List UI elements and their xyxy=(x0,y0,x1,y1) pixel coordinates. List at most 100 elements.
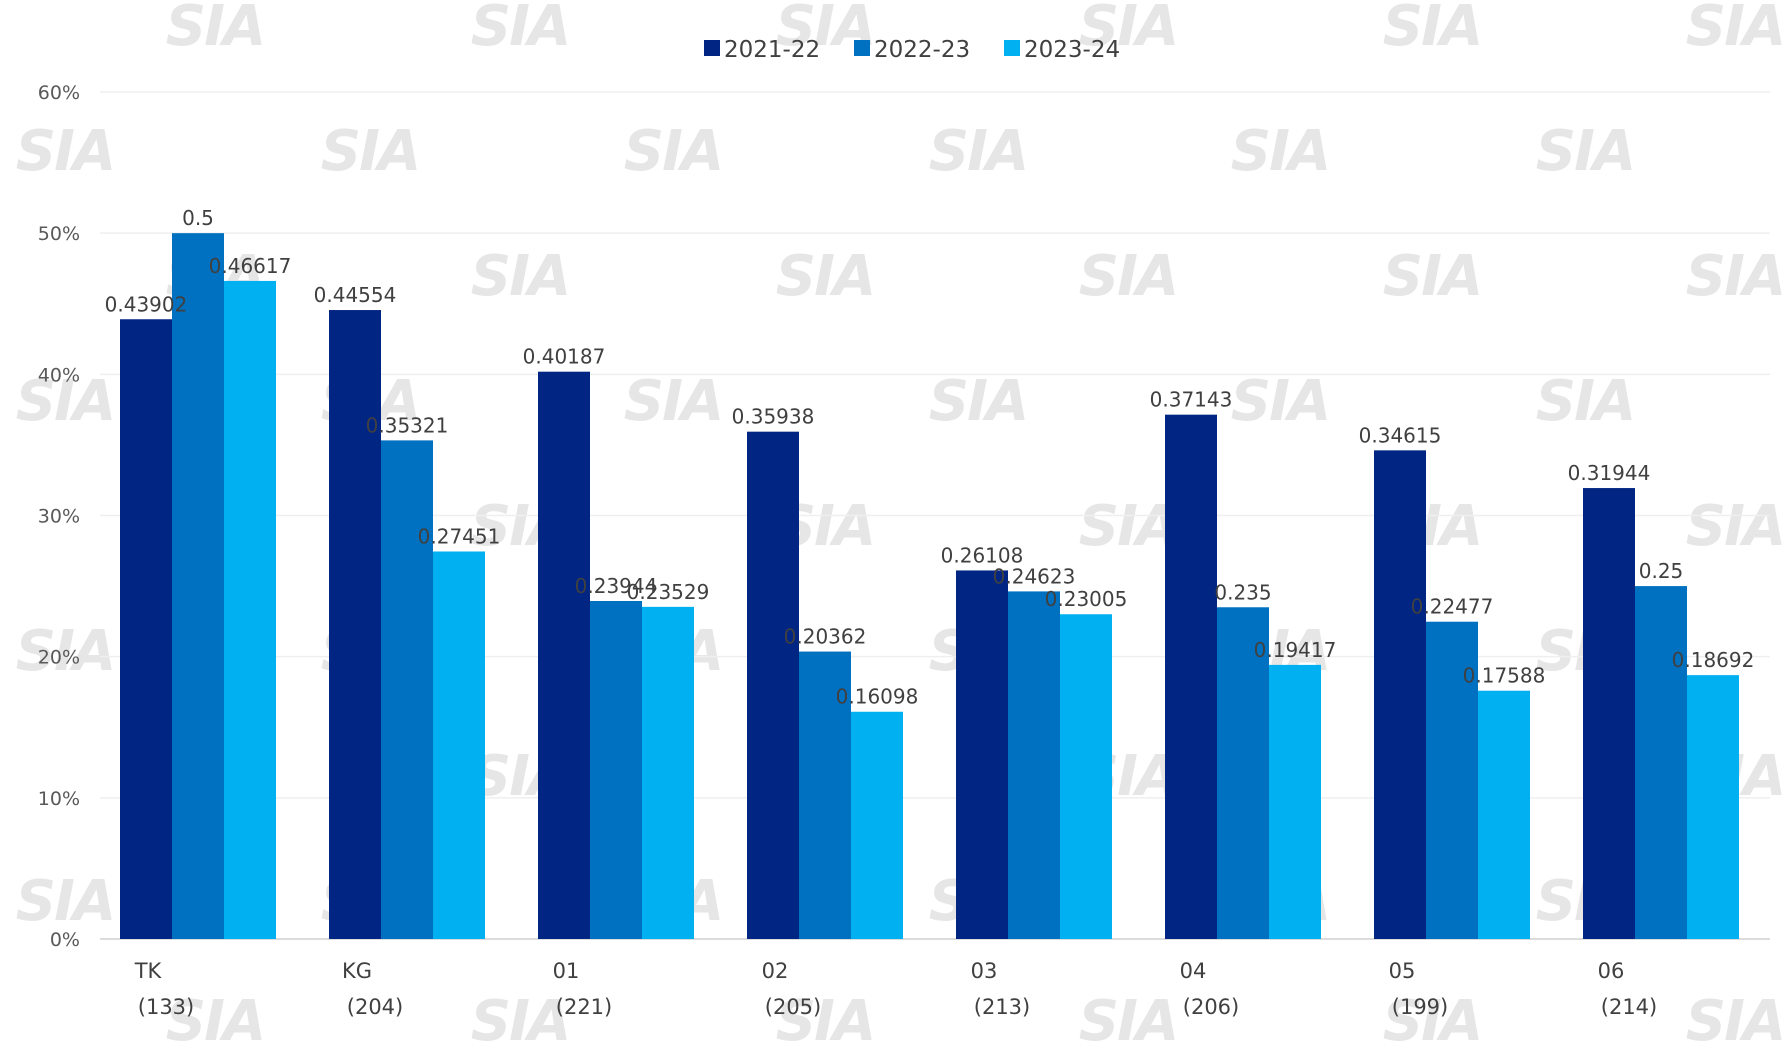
y-tick-label: 20% xyxy=(38,647,80,669)
bar xyxy=(851,711,903,939)
data-label: 0.19417 xyxy=(1254,638,1337,662)
watermark-text: SIA xyxy=(776,989,875,1053)
x-tick-label: 04 xyxy=(1180,959,1207,983)
bar xyxy=(1687,675,1739,939)
legend-label: 2022-23 xyxy=(874,37,970,63)
bar xyxy=(1217,607,1269,939)
bar xyxy=(747,431,799,939)
watermark-text: SIA xyxy=(1383,0,1482,59)
data-label: 0.18692 xyxy=(1672,648,1755,672)
x-tick-count-label: (199) xyxy=(1392,995,1448,1019)
bar xyxy=(329,310,381,939)
x-tick-label: 01 xyxy=(553,959,580,983)
x-tick-count-label: (221) xyxy=(556,995,612,1019)
data-label: 0.25 xyxy=(1639,559,1684,583)
y-tick-label: 10% xyxy=(38,788,80,810)
watermark-text: SIA xyxy=(16,869,115,934)
data-label: 0.23005 xyxy=(1045,587,1128,611)
data-label: 0.34615 xyxy=(1359,423,1442,447)
watermark-text: SIA xyxy=(1079,0,1178,59)
watermark-text: SIA xyxy=(1231,119,1330,184)
bar xyxy=(1426,621,1478,939)
bar xyxy=(1060,614,1112,939)
y-tick-label: 40% xyxy=(38,364,80,386)
legend-label: 2021-22 xyxy=(724,37,820,63)
watermark-text: SIA xyxy=(166,989,265,1053)
watermark-text: SIA xyxy=(471,0,570,59)
data-label: 0.16098 xyxy=(836,685,919,709)
data-label: 0.235 xyxy=(1214,580,1271,604)
bar xyxy=(1165,414,1217,939)
watermark-text: SIA xyxy=(1383,244,1482,309)
watermark-text: SIA xyxy=(1686,494,1785,559)
x-tick-count-label: (205) xyxy=(765,995,821,1019)
bar xyxy=(538,371,590,940)
watermark-text: SIA xyxy=(1079,989,1178,1053)
watermark-text: SIA xyxy=(1686,989,1785,1053)
bar xyxy=(1008,591,1060,939)
data-label: 0.17588 xyxy=(1463,664,1546,688)
bar xyxy=(381,440,433,939)
bar xyxy=(120,319,172,939)
x-tick-count-label: (204) xyxy=(347,995,403,1019)
data-label: 0.27451 xyxy=(418,524,501,548)
y-tick-label: 30% xyxy=(38,506,80,528)
x-tick-label: KG xyxy=(342,959,372,983)
data-label: 0.23944 xyxy=(575,574,658,598)
bar xyxy=(224,280,276,939)
data-labels: 0.43902 0.5 0.46617 0.44554 0.35321 0.27451 0.… xyxy=(105,206,1755,709)
bar xyxy=(1478,690,1530,939)
watermark-text: SIA xyxy=(1536,369,1635,434)
watermark-text: SIA xyxy=(471,244,570,309)
bar xyxy=(1269,664,1321,939)
watermark-text: SIA xyxy=(1536,119,1635,184)
watermark-text: SIA xyxy=(16,119,115,184)
x-tick-label: 05 xyxy=(1389,959,1416,983)
data-label: 0.20362 xyxy=(784,625,867,649)
data-label: 0.44554 xyxy=(314,283,397,307)
watermark-text: SIA xyxy=(1079,494,1178,559)
watermark-text: SIA xyxy=(321,119,420,184)
data-label: 0.23529 xyxy=(627,580,710,604)
legend-label: 2023-24 xyxy=(1024,37,1120,63)
data-label: 0.5 xyxy=(182,206,214,230)
bar xyxy=(172,233,224,939)
bar xyxy=(642,606,694,939)
x-tick-label: 02 xyxy=(762,959,789,983)
data-label: 0.43902 xyxy=(105,292,188,316)
legend-swatch xyxy=(1004,40,1020,56)
watermark-text: SIA xyxy=(624,119,723,184)
legend-swatch xyxy=(854,40,870,56)
watermark-text: SIA xyxy=(1383,989,1482,1053)
data-label: 0.46617 xyxy=(209,254,292,278)
data-label: 0.35938 xyxy=(732,405,815,429)
bar xyxy=(1374,450,1426,939)
bars xyxy=(120,233,1739,940)
watermark-text: SIA xyxy=(1686,0,1785,59)
y-tick-label: 60% xyxy=(38,82,80,104)
watermark-text: SIA xyxy=(929,119,1028,184)
watermark-text: SIA xyxy=(624,369,723,434)
legend-swatch xyxy=(704,40,720,56)
x-axis-categories: TK (133) KG (204) 01 (221) 02 (205) 03 (213) 04 (20… xyxy=(134,959,1658,1019)
watermark-text: SIA xyxy=(16,619,115,684)
watermark-text: SIA xyxy=(1079,244,1178,309)
bar xyxy=(799,651,851,939)
y-tick-label: 0% xyxy=(50,929,80,951)
watermark-text: SIA xyxy=(1231,369,1330,434)
watermark-text: SIA xyxy=(471,989,570,1053)
bar xyxy=(433,551,485,939)
data-label: 0.35321 xyxy=(366,413,449,437)
bar xyxy=(590,600,642,939)
data-label: 0.22477 xyxy=(1411,595,1494,619)
bar xyxy=(956,570,1008,939)
watermark-text: SIA xyxy=(929,369,1028,434)
bar xyxy=(1635,586,1687,939)
data-label: 0.26108 xyxy=(941,543,1024,567)
y-axis-ticks: 0% 10% 20% 30% 40% 50% 60% xyxy=(38,82,80,951)
data-label: 0.40187 xyxy=(523,345,606,369)
data-label: 0.24623 xyxy=(993,564,1076,588)
y-tick-label: 50% xyxy=(38,223,80,245)
x-tick-label: 03 xyxy=(971,959,998,983)
